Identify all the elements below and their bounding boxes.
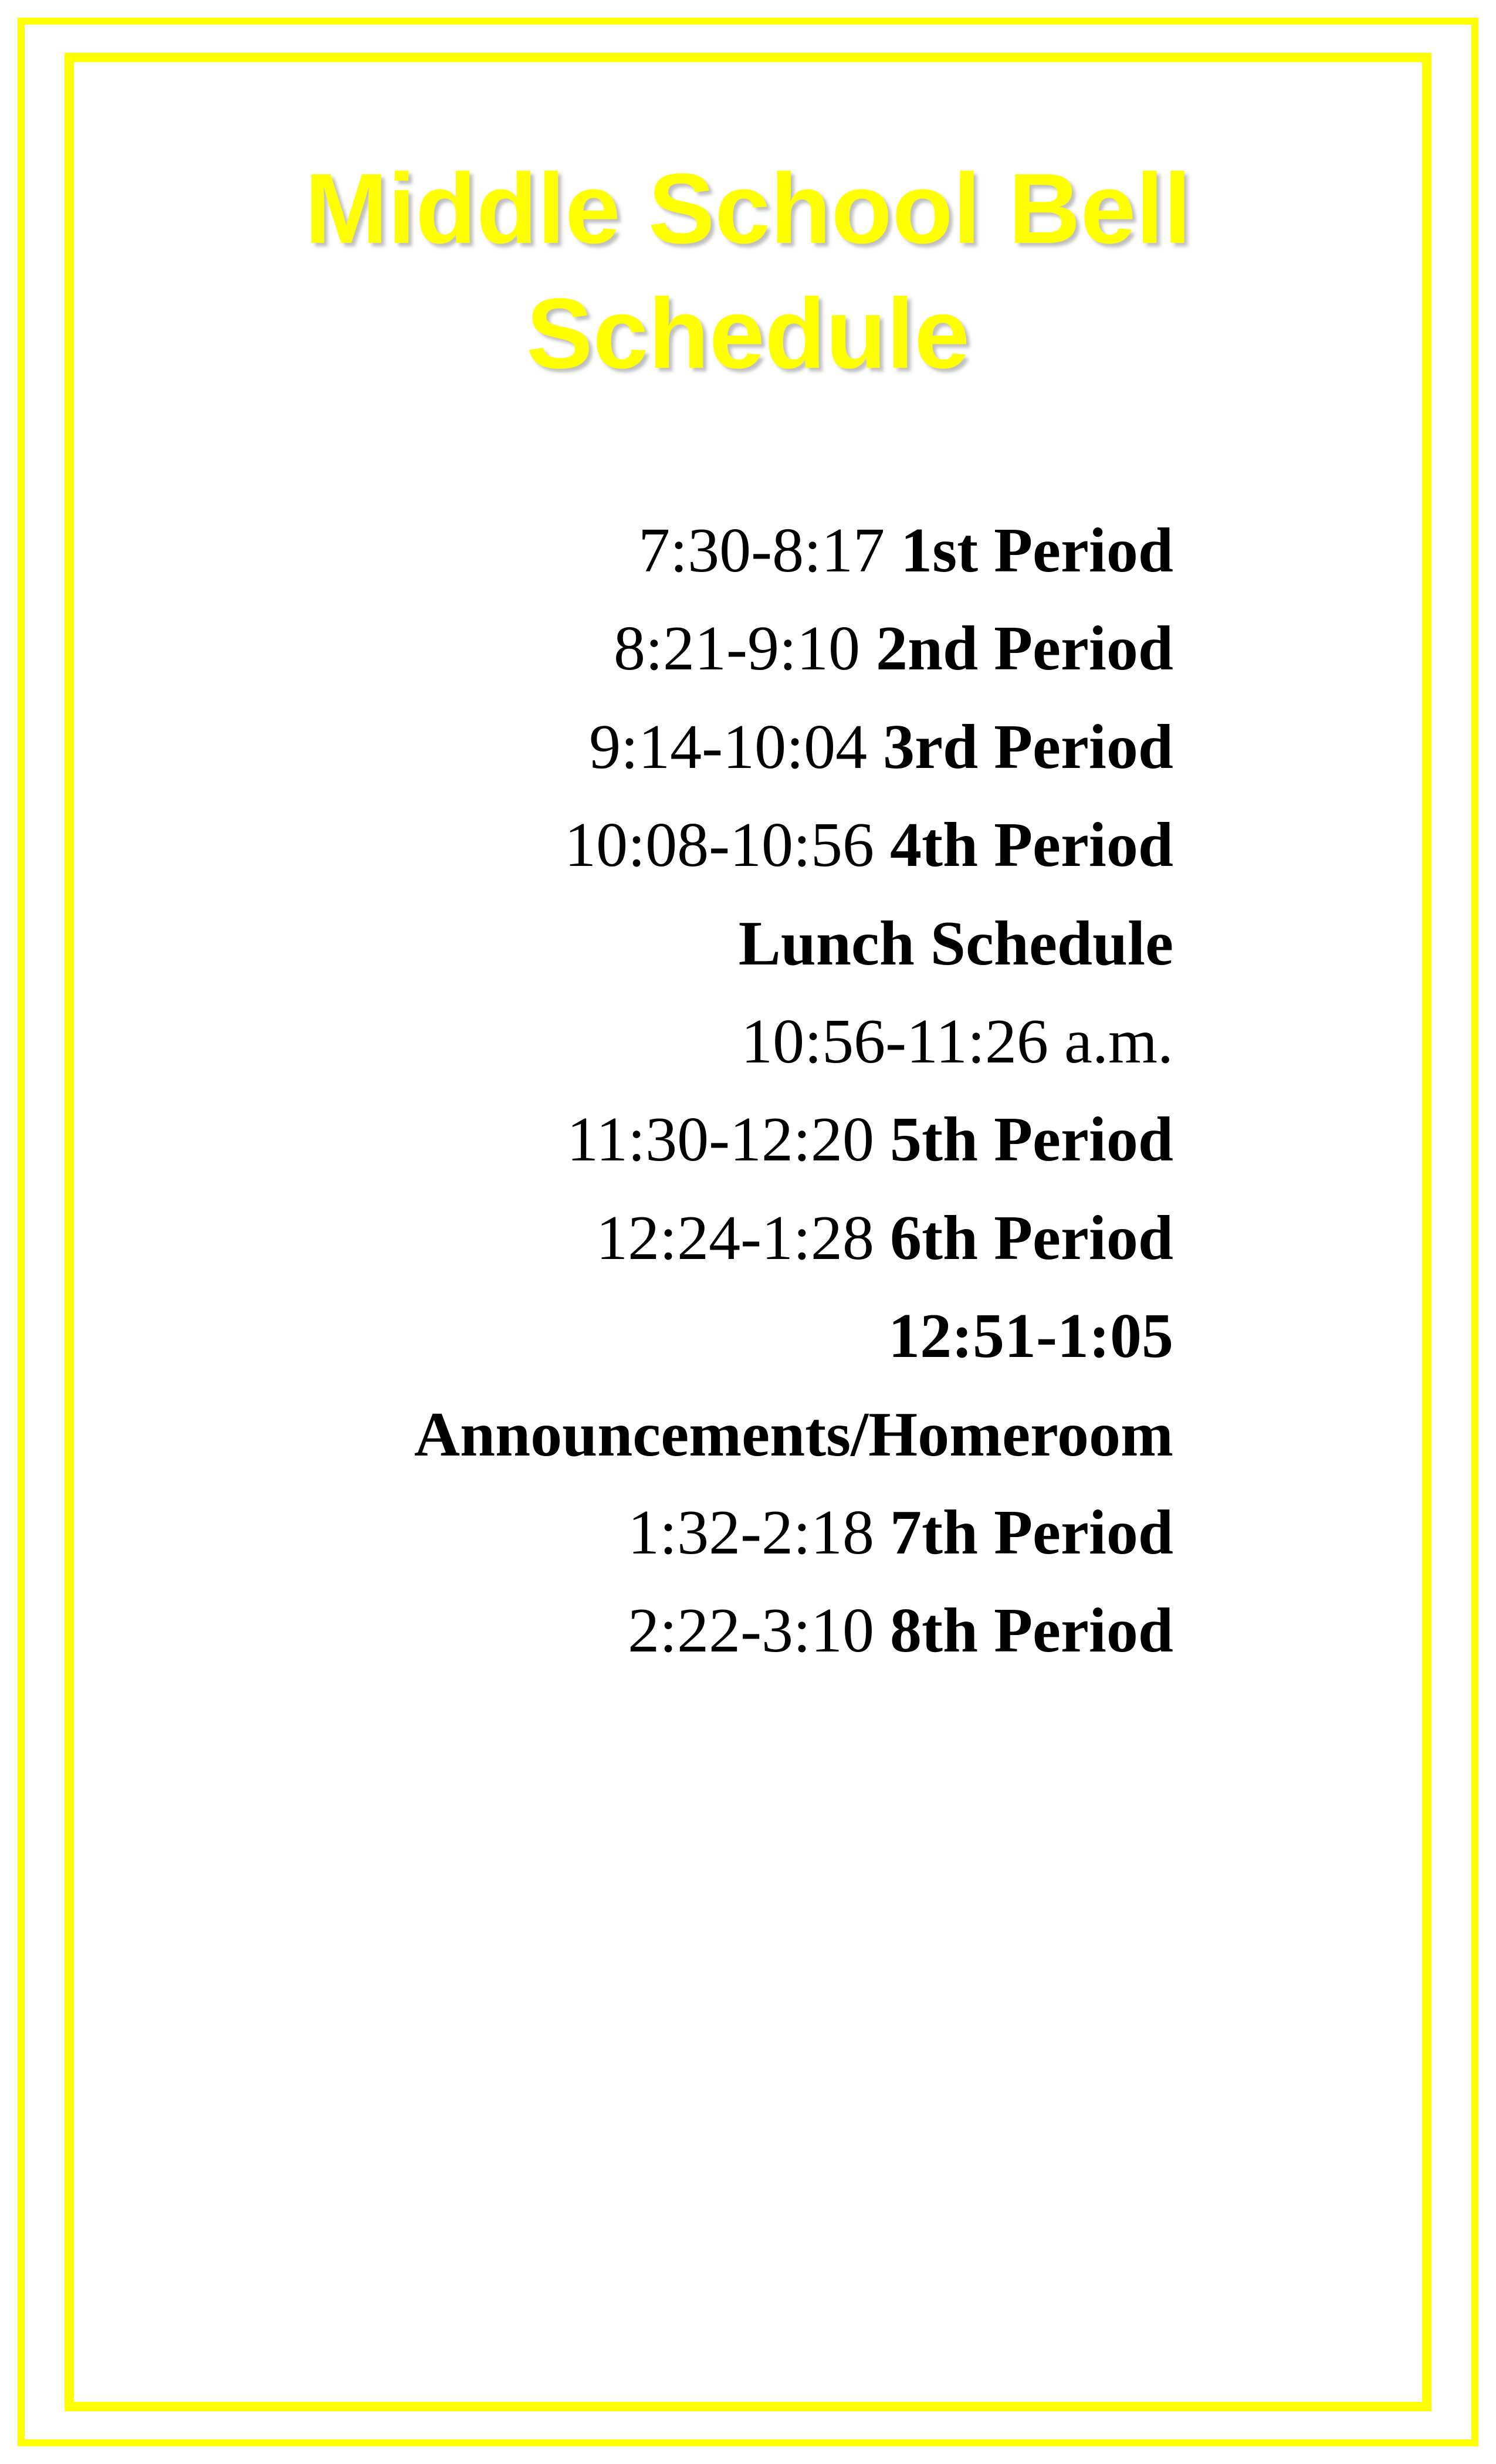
period-5-label: 5th Period [890,1105,1173,1175]
period-5-row: 11:30-12:20 5th Period [117,1091,1173,1189]
period-4-row: 10:08-10:56 4th Period [117,796,1173,894]
period-6-row: 12:24-1:28 6th Period [117,1189,1173,1287]
period-8-time: 2:22-3:10 [628,1596,890,1666]
period-2-row: 8:21-9:10 2nd Period [117,600,1173,698]
period-3-time: 9:14-10:04 [589,712,883,782]
period-8-label: 8th Period [890,1596,1173,1666]
period-3-row: 9:14-10:04 3rd Period [117,698,1173,796]
period-5-time: 11:30-12:20 [567,1105,890,1175]
period-6-time: 12:24-1:28 [596,1203,890,1273]
announcements-time: 12:51-1:05 [117,1287,1173,1385]
period-4-label: 4th Period [890,810,1173,880]
period-2-time: 8:21-9:10 [614,614,876,683]
period-4-time: 10:08-10:56 [564,810,890,880]
period-7-time: 1:32-2:18 [628,1498,890,1568]
lunch-header: Lunch Schedule [117,895,1173,993]
period-1-row: 7:30-8:17 1st Period [117,502,1173,600]
period-6-label: 6th Period [890,1203,1173,1273]
period-2-label: 2nd Period [876,614,1173,683]
schedule-list: 7:30-8:17 1st Period 8:21-9:10 2nd Perio… [117,502,1379,1680]
period-7-row: 1:32-2:18 7th Period [117,1484,1173,1582]
period-3-label: 3rd Period [883,712,1173,782]
period-1-label: 1st Period [901,516,1173,585]
page-title: Middle School Bell Schedule [117,147,1379,396]
content-area: Middle School Bell Schedule 7:30-8:17 1s… [117,147,1379,1680]
lunch-time: 10:56-11:26 a.m. [117,993,1173,1091]
period-7-label: 7th Period [890,1498,1173,1568]
period-1-time: 7:30-8:17 [638,516,901,585]
announcements-label: Announcements/Homeroom [117,1386,1173,1484]
period-8-row: 2:22-3:10 8th Period [117,1582,1173,1680]
